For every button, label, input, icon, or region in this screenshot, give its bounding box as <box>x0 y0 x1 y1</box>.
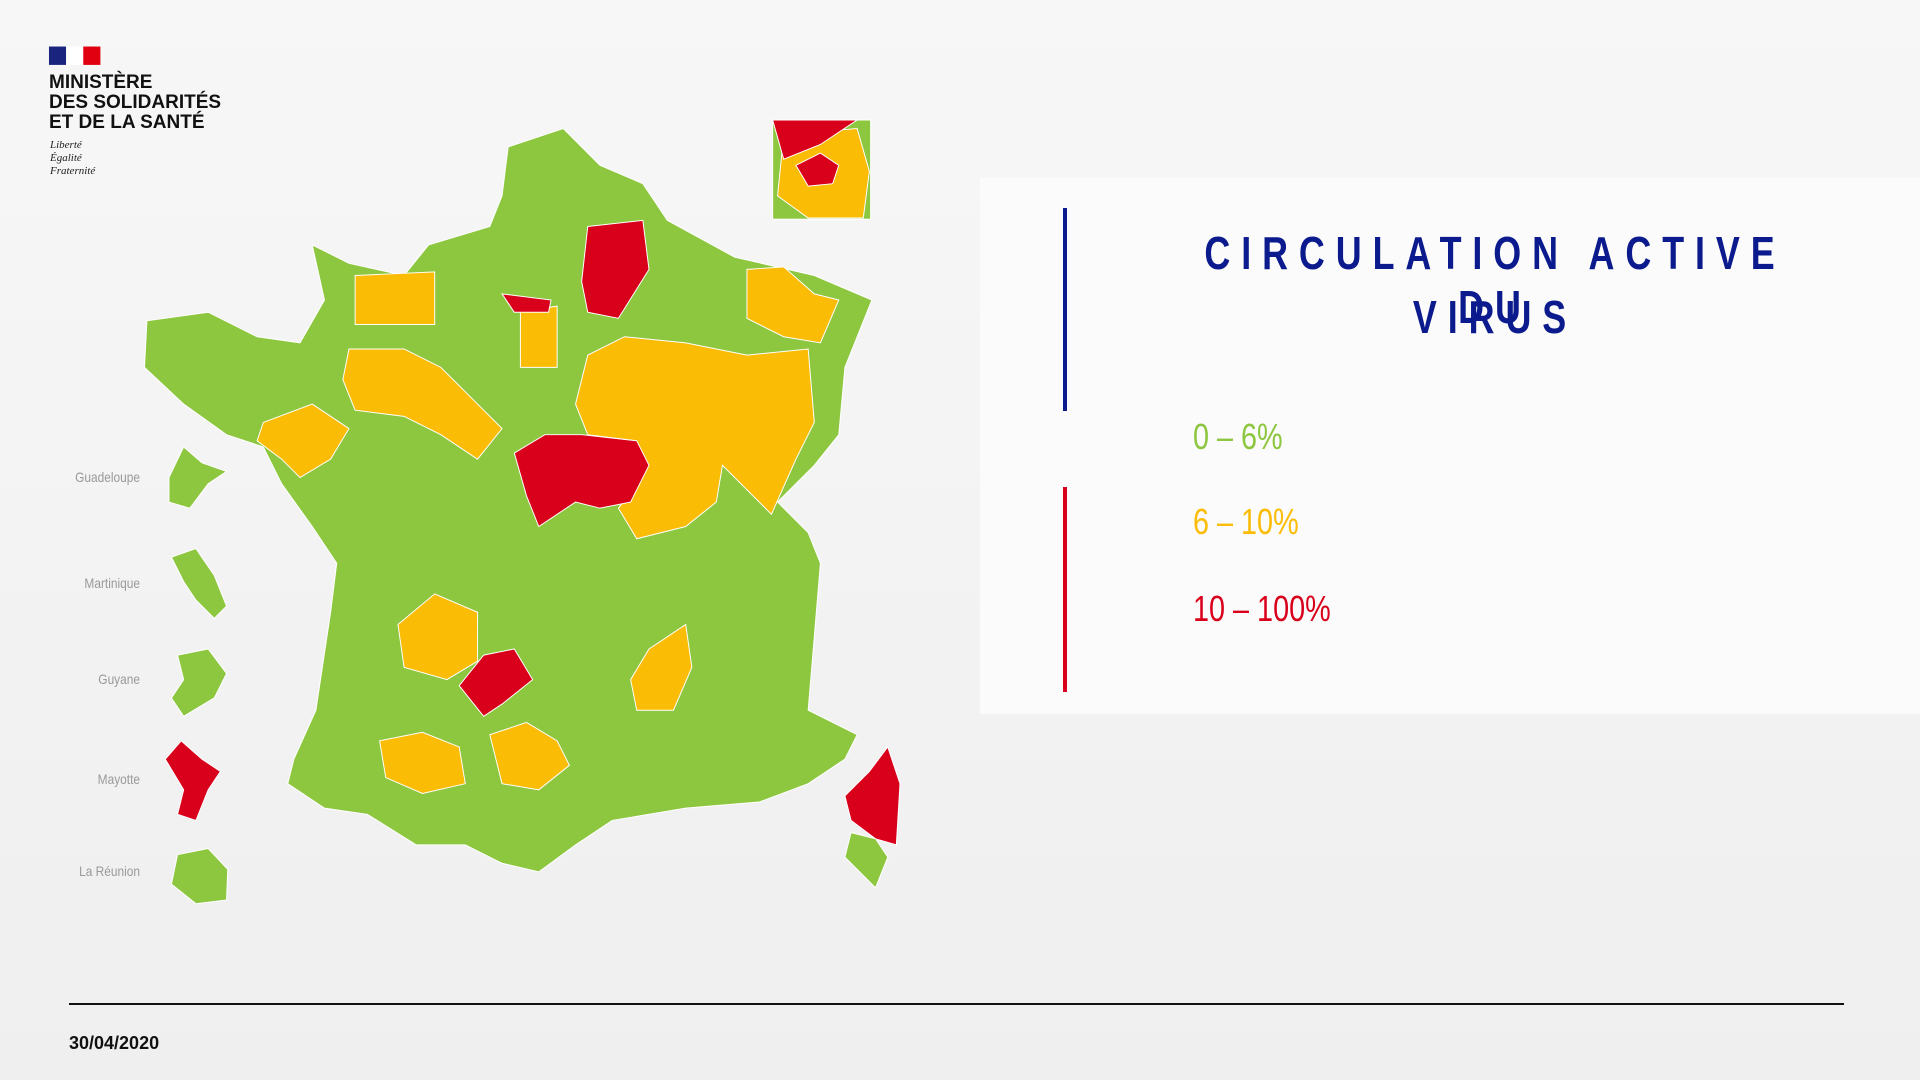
overseas-label: Guadeloupe <box>75 469 140 485</box>
legend-item: 0 – 6% <box>1193 416 1283 457</box>
overseas-label: La Réunion <box>79 863 140 879</box>
motto-line: Fraternité <box>50 165 96 177</box>
overseas-label: Mayotte <box>97 771 140 787</box>
legend-item: 10 – 100% <box>1193 588 1331 629</box>
ministry-line: ET DE LA SANTÉ <box>49 112 205 133</box>
overseas-label: Guyane <box>98 671 140 687</box>
title-line: VIRUS <box>1412 291 1578 343</box>
ministry-line: MINISTÈRE <box>49 72 153 93</box>
ministry-line: DES SOLIDARITÉS <box>49 92 222 113</box>
date: 30/04/2020 <box>69 1033 160 1053</box>
overseas-label: Martinique <box>84 575 140 591</box>
legend-item: 6 – 10% <box>1193 501 1299 542</box>
motto-line: Égalité <box>50 152 82 164</box>
panel <box>980 178 1920 714</box>
title-line: CIRCULATION ACTIVE DU <box>1204 227 1786 333</box>
motto-line: Liberté <box>50 139 82 151</box>
